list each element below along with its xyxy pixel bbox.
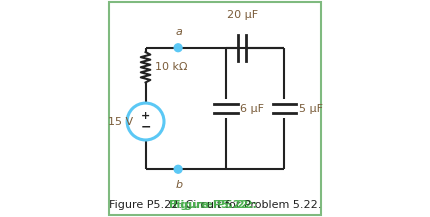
Text: 5 μF: 5 μF [298, 104, 322, 113]
Text: Figure P5.22:: Figure P5.22: [169, 200, 253, 210]
Text: 6 μF: 6 μF [240, 104, 264, 113]
Text: b: b [175, 180, 183, 190]
Text: −: − [140, 120, 151, 133]
Text: 20 μF: 20 μF [227, 10, 258, 20]
Text: 10 kΩ: 10 kΩ [155, 62, 188, 72]
Circle shape [174, 44, 182, 52]
Text: +: + [141, 111, 150, 121]
Circle shape [174, 165, 182, 173]
Text: a: a [176, 27, 183, 37]
Text: 15 V: 15 V [108, 117, 134, 127]
Text: Figure P5.22:: Figure P5.22: [173, 200, 257, 210]
Text: Figure P5.22: Circuit for Problem 5.22.: Figure P5.22: Circuit for Problem 5.22. [109, 200, 321, 210]
